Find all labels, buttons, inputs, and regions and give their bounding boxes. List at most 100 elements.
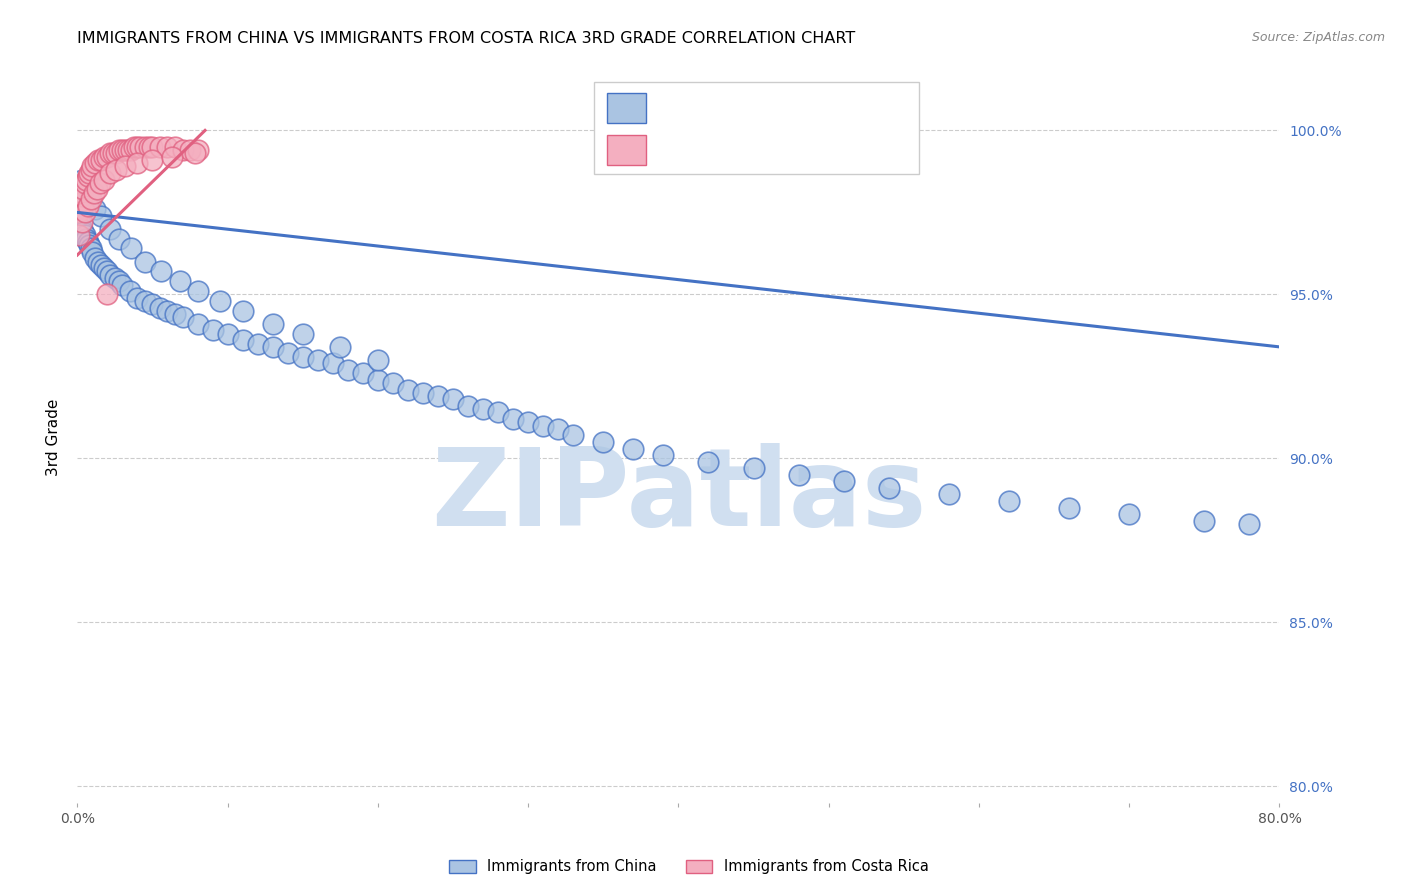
Point <box>96 150 118 164</box>
Point <box>120 242 142 256</box>
Point <box>73 205 96 219</box>
Point <box>998 494 1021 508</box>
Point <box>141 140 163 154</box>
Point <box>127 140 149 154</box>
Point <box>169 274 191 288</box>
Point <box>76 199 98 213</box>
Point <box>114 160 136 174</box>
Point <box>141 297 163 311</box>
Point <box>129 140 152 154</box>
Point <box>108 274 131 288</box>
Point <box>179 143 201 157</box>
Point <box>1239 516 1261 531</box>
Point <box>100 146 122 161</box>
Point <box>117 143 139 157</box>
Point <box>172 310 194 325</box>
Point <box>70 215 93 229</box>
Point <box>120 143 142 157</box>
Point <box>138 140 160 154</box>
Point <box>352 366 374 380</box>
Point <box>877 481 900 495</box>
Point <box>336 363 359 377</box>
Point <box>87 254 110 268</box>
Point <box>76 235 98 249</box>
Point <box>502 412 524 426</box>
Point <box>118 284 141 298</box>
FancyBboxPatch shape <box>595 82 920 174</box>
Point <box>73 176 96 190</box>
Point <box>486 405 509 419</box>
Point <box>652 448 675 462</box>
Text: IMMIGRANTS FROM CHINA VS IMMIGRANTS FROM COSTA RICA 3RD GRADE CORRELATION CHART: IMMIGRANTS FROM CHINA VS IMMIGRANTS FROM… <box>77 31 856 46</box>
Point <box>457 399 479 413</box>
Point <box>149 140 172 154</box>
Point <box>427 389 450 403</box>
Point <box>163 307 186 321</box>
Point <box>70 172 93 186</box>
Point <box>232 334 254 348</box>
Point <box>246 336 269 351</box>
Point <box>697 455 720 469</box>
Point <box>124 140 146 154</box>
Point <box>100 268 122 282</box>
Point <box>134 140 156 154</box>
Point <box>114 143 136 157</box>
Point <box>70 222 93 236</box>
Point <box>100 166 122 180</box>
Point <box>67 205 90 219</box>
Point <box>329 340 352 354</box>
Point <box>367 373 389 387</box>
Text: R =  0.428   N = 51: R = 0.428 N = 51 <box>659 141 849 159</box>
Point <box>262 340 284 354</box>
FancyBboxPatch shape <box>607 136 647 165</box>
Point <box>517 415 540 429</box>
Point <box>156 303 179 318</box>
Point <box>127 291 149 305</box>
Point <box>75 172 97 186</box>
Point <box>87 153 110 167</box>
Point <box>82 244 104 259</box>
Point <box>322 356 344 370</box>
Point <box>76 169 98 184</box>
Point <box>70 189 93 203</box>
FancyBboxPatch shape <box>607 94 647 122</box>
Point <box>79 192 101 206</box>
Point <box>156 140 179 154</box>
Point <box>1118 507 1140 521</box>
Text: R = -0.255   N = 83: R = -0.255 N = 83 <box>659 99 849 117</box>
Point <box>108 232 131 246</box>
Point <box>592 435 614 450</box>
Point <box>72 225 94 239</box>
Point <box>90 209 112 223</box>
Point <box>79 166 101 180</box>
Point <box>80 242 103 256</box>
Point <box>150 264 173 278</box>
Point <box>621 442 644 456</box>
Point <box>82 160 104 174</box>
Point <box>111 143 134 157</box>
Point <box>80 162 103 177</box>
Point <box>73 228 96 243</box>
Point <box>381 376 404 390</box>
Legend: Immigrants from China, Immigrants from Costa Rica: Immigrants from China, Immigrants from C… <box>443 854 935 880</box>
Point <box>291 350 314 364</box>
Point <box>134 254 156 268</box>
Point <box>90 258 112 272</box>
Point <box>262 317 284 331</box>
Point <box>84 156 107 170</box>
Point <box>163 140 186 154</box>
Point <box>84 202 107 216</box>
Point <box>90 153 112 167</box>
Y-axis label: 3rd Grade: 3rd Grade <box>46 399 62 475</box>
Point <box>96 264 118 278</box>
Point <box>127 156 149 170</box>
Point <box>396 383 419 397</box>
Point <box>472 402 495 417</box>
Point <box>93 172 115 186</box>
Point <box>787 467 810 482</box>
Point <box>72 182 94 196</box>
Point <box>412 385 434 400</box>
Point <box>134 293 156 308</box>
Point <box>111 277 134 292</box>
Point <box>100 222 122 236</box>
